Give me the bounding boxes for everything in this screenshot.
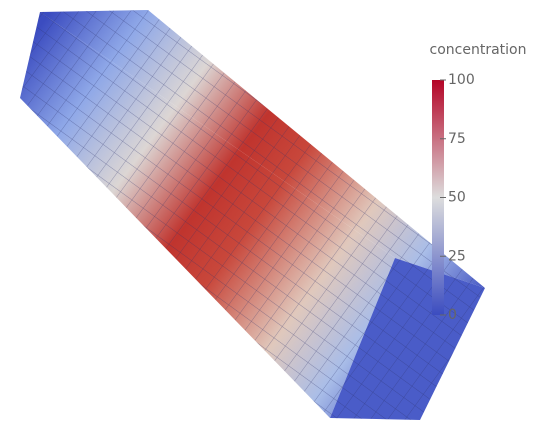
tick-label: 75 (448, 131, 466, 147)
render-view: concentration 0 25 50 75 100 (0, 0, 547, 427)
page: concentration 0255075100 (() => { const … (0, 0, 547, 427)
color-bar-title: concentration (430, 42, 527, 58)
tick-label: 0 (448, 307, 457, 323)
tick-label: 25 (448, 248, 466, 264)
mesh-bar (20, 10, 485, 420)
tick-label: 50 (448, 190, 466, 206)
tick-label: 100 (448, 72, 475, 88)
